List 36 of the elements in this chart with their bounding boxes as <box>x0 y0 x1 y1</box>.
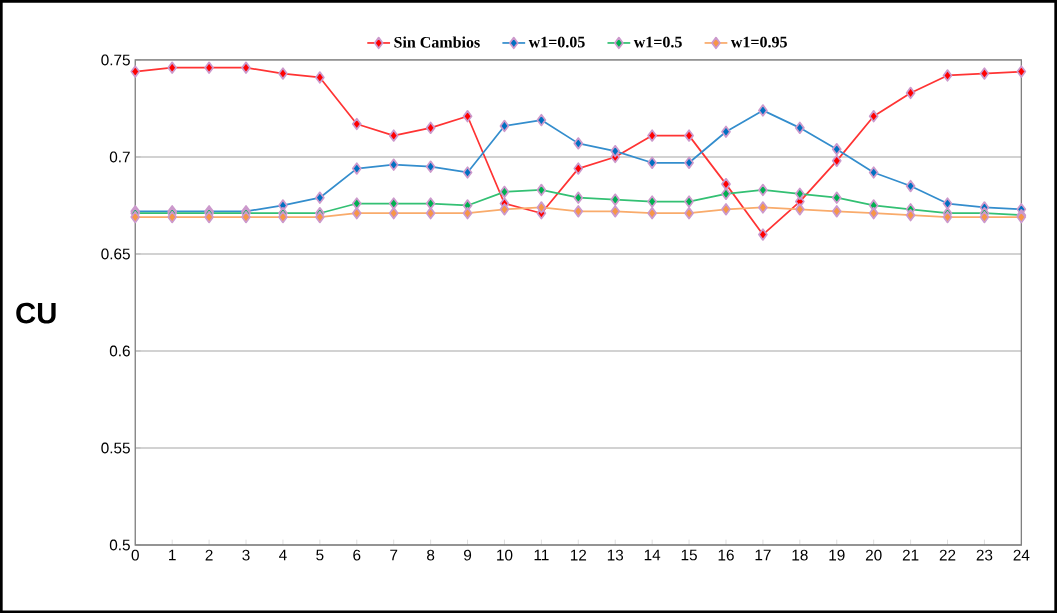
x-tick-label: 0 <box>131 549 139 561</box>
x-tick-label: 9 <box>463 549 472 561</box>
x-tick-label: 7 <box>390 549 398 561</box>
x-tick-label: 17 <box>755 549 771 561</box>
x-tick-label: 1 <box>169 549 176 561</box>
x-tick-label: 5 <box>316 549 324 561</box>
x-tick-label: 8 <box>427 549 435 561</box>
x-tick-label: 24 <box>1013 549 1030 561</box>
x-tick-label: 3 <box>242 549 250 561</box>
x-tick-label: 4 <box>279 549 287 561</box>
x-tick-label: 6 <box>353 549 361 561</box>
y-tick-label: 0.6 <box>109 345 130 357</box>
y-tick-label: 0.55 <box>101 442 130 454</box>
x-tick-label: 23 <box>976 549 993 561</box>
x-tick-label: 20 <box>865 549 882 561</box>
legend-label: w1=0.95 <box>730 36 787 48</box>
legend-label: Sin Cambios <box>394 36 480 48</box>
x-tick-label: 16 <box>718 549 734 561</box>
x-tick-label: 19 <box>829 549 845 561</box>
y-axis-title: CU <box>16 302 56 324</box>
legend-label: w1=0.05 <box>528 36 585 48</box>
legend-label: w1=0.5 <box>633 36 682 48</box>
x-tick-label: 12 <box>570 549 587 561</box>
y-tick-label: 0.7 <box>109 151 130 163</box>
x-tick-label: 15 <box>681 549 697 561</box>
x-tick-label: 21 <box>902 549 919 561</box>
x-tick-label: 10 <box>497 549 513 561</box>
x-tick-label: 22 <box>939 549 956 561</box>
y-tick-label: 0.75 <box>101 54 130 66</box>
x-tick-label: 2 <box>205 549 213 561</box>
x-tick-label: 14 <box>644 549 661 561</box>
y-tick-label: 0.65 <box>101 248 130 260</box>
x-tick-label: 18 <box>792 549 808 561</box>
y-tick-label: 0.5 <box>109 539 130 551</box>
x-tick-label: 13 <box>607 549 624 561</box>
x-tick-label: 11 <box>534 549 549 561</box>
